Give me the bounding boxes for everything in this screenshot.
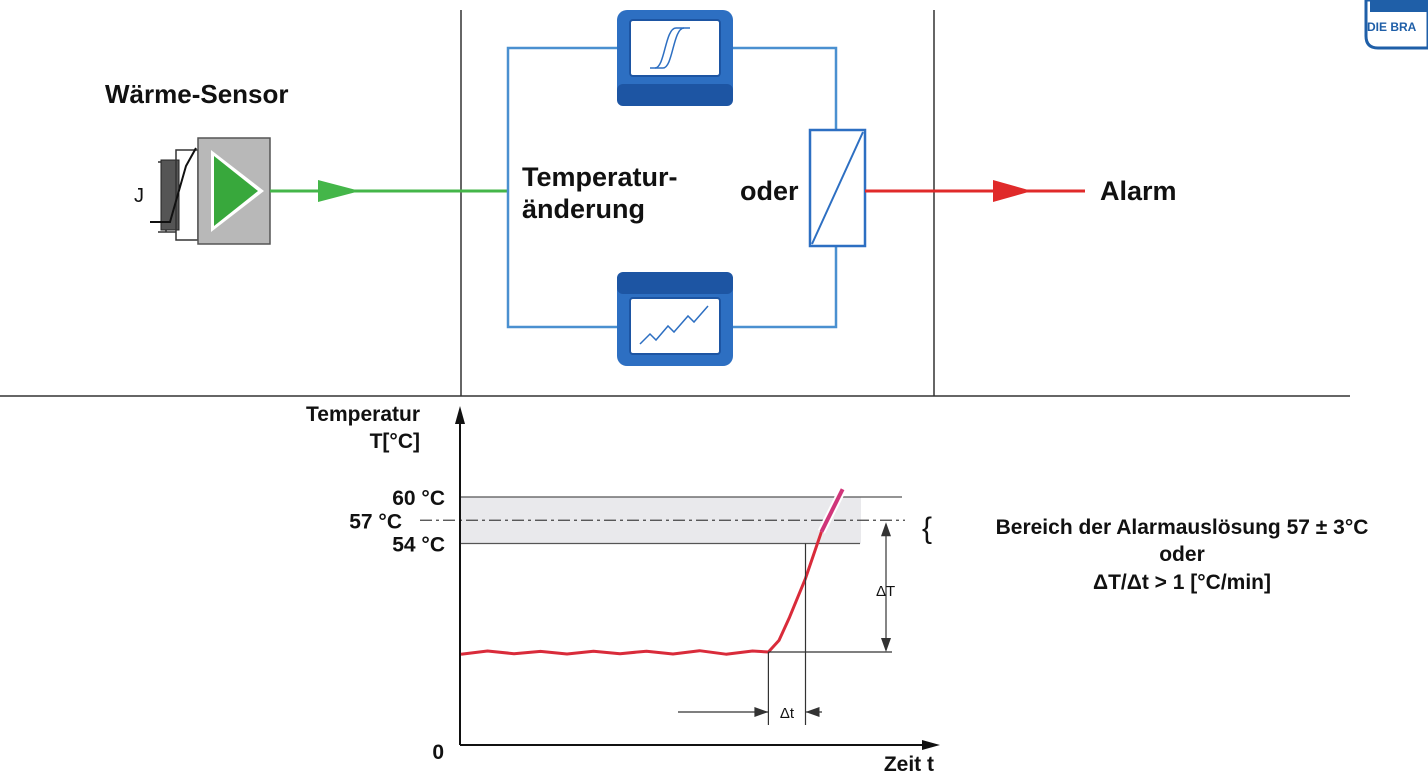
input-arrow-icon — [318, 180, 360, 202]
origin-label: 0 — [432, 741, 444, 764]
temperature-chart: Temperatur T[°C] Zeit t 0 60 °C57 °C54 °… — [306, 403, 940, 775]
y-axis-title-line2: T[°C] — [370, 430, 420, 453]
x-axis-title: Zeit t — [884, 753, 934, 775]
center-label-line2: änderung — [522, 194, 645, 224]
x-axis-arrow-icon — [922, 740, 940, 750]
legend-brace: { — [922, 512, 932, 545]
delta-t-label: Δt — [780, 705, 795, 722]
legend-line2: oder — [1159, 543, 1205, 566]
y-tick-label: 60 °C — [392, 487, 445, 510]
delta-T-label: ΔT — [876, 583, 895, 600]
legend-line3: ΔT/Δt > 1 [°C/min] — [1093, 571, 1271, 594]
brand-text: DIE BRA — [1367, 20, 1417, 34]
sensor-symbol: J — [134, 185, 144, 207]
alarm-label: Alarm — [1100, 176, 1177, 206]
curve-highlight — [819, 488, 845, 533]
processing-block — [506, 46, 838, 329]
signal-converter-icon — [808, 128, 867, 248]
y-tick-label: 54 °C — [392, 534, 445, 557]
delta-t-arrow-left-icon — [805, 707, 820, 717]
amplifier-triangle-icon — [197, 137, 271, 245]
rising-trend-icon — [617, 272, 733, 366]
alarm-legend: { Bereich der Alarmauslösung 57 ± 3°C od… — [922, 512, 1368, 594]
legend-line1: Bereich der Alarmauslösung 57 ± 3°C — [996, 516, 1369, 539]
y-tick-label: 57 °C — [349, 510, 402, 533]
center-label-line1: Temperatur- — [522, 162, 678, 192]
brand-logo: DIE BRA — [1364, 0, 1428, 50]
y-axis-title-line1: Temperatur — [306, 403, 420, 426]
y-axis-arrow-icon — [455, 406, 465, 424]
delta-t-arrow-right-icon — [754, 707, 769, 717]
hysteresis-curve-icon — [617, 10, 733, 106]
thermistor-icon: J — [134, 147, 199, 241]
output-arrow-icon — [993, 180, 1032, 202]
sensor-label: Wärme-Sensor — [105, 79, 289, 109]
oder-label: oder — [740, 176, 799, 206]
delta-T-arrow-up-icon — [881, 522, 891, 537]
delta-T-arrow-down-icon — [881, 638, 891, 652]
